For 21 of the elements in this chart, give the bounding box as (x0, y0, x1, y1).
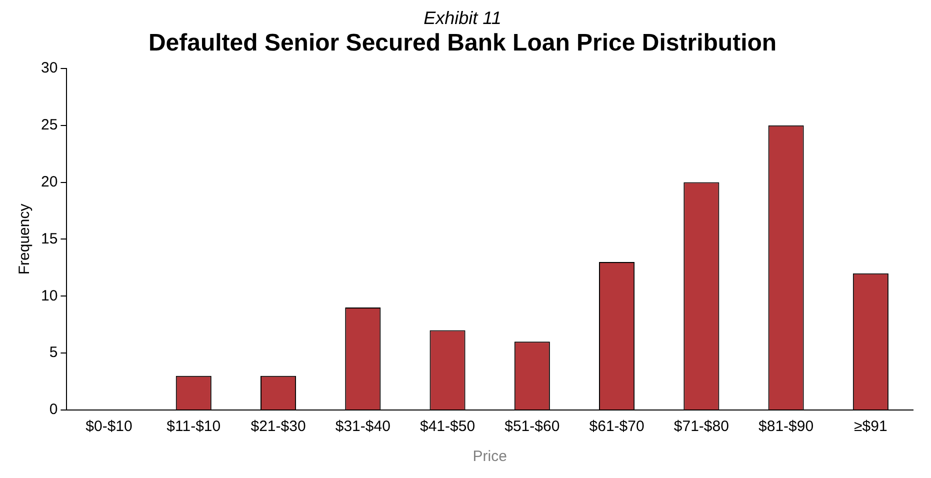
x-tick-label: $0-$10 (86, 418, 132, 436)
x-tick-label: $31-$40 (335, 418, 390, 436)
x-tick-label: $71-$80 (674, 418, 729, 436)
chart-title: Defaulted Senior Secured Bank Loan Price Distribution (148, 30, 777, 57)
x-axis-title: Price (472, 448, 507, 466)
y-tick-label: 5 (49, 344, 58, 362)
x-tick-label: ≥$91 (854, 418, 888, 436)
y-tick-label: 25 (40, 116, 58, 134)
x-tick-label: $21-$30 (250, 418, 306, 436)
y-tick-label: 10 (40, 287, 58, 304)
y-tick-label: 20 (40, 173, 58, 190)
x-tick-label: $61-$70 (589, 418, 644, 436)
y-tick-label: 30 (40, 60, 58, 77)
y-axis-title: Frequency (16, 203, 34, 275)
y-tick-label: 0 (49, 401, 58, 418)
x-tick-label: $81-$90 (758, 418, 814, 436)
x-tick-label: $41-$50 (420, 418, 476, 436)
x-tick-label: $11-$10 (166, 418, 221, 436)
chart-subtitle: Exhibit 11 (424, 8, 502, 28)
y-tick-label: 15 (40, 230, 58, 248)
x-tick-label: $51-$60 (504, 418, 560, 436)
